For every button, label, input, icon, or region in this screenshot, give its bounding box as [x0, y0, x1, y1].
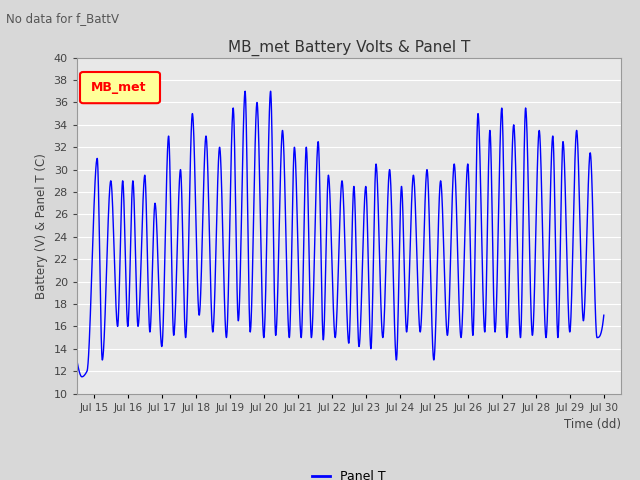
Text: No data for f_BattV: No data for f_BattV — [6, 12, 120, 25]
Text: MB_met: MB_met — [91, 81, 147, 94]
Title: MB_met Battery Volts & Panel T: MB_met Battery Volts & Panel T — [228, 40, 470, 56]
Legend: Panel T: Panel T — [307, 465, 391, 480]
Y-axis label: Battery (V) & Panel T (C): Battery (V) & Panel T (C) — [35, 153, 48, 299]
X-axis label: Time (dd): Time (dd) — [564, 418, 621, 431]
